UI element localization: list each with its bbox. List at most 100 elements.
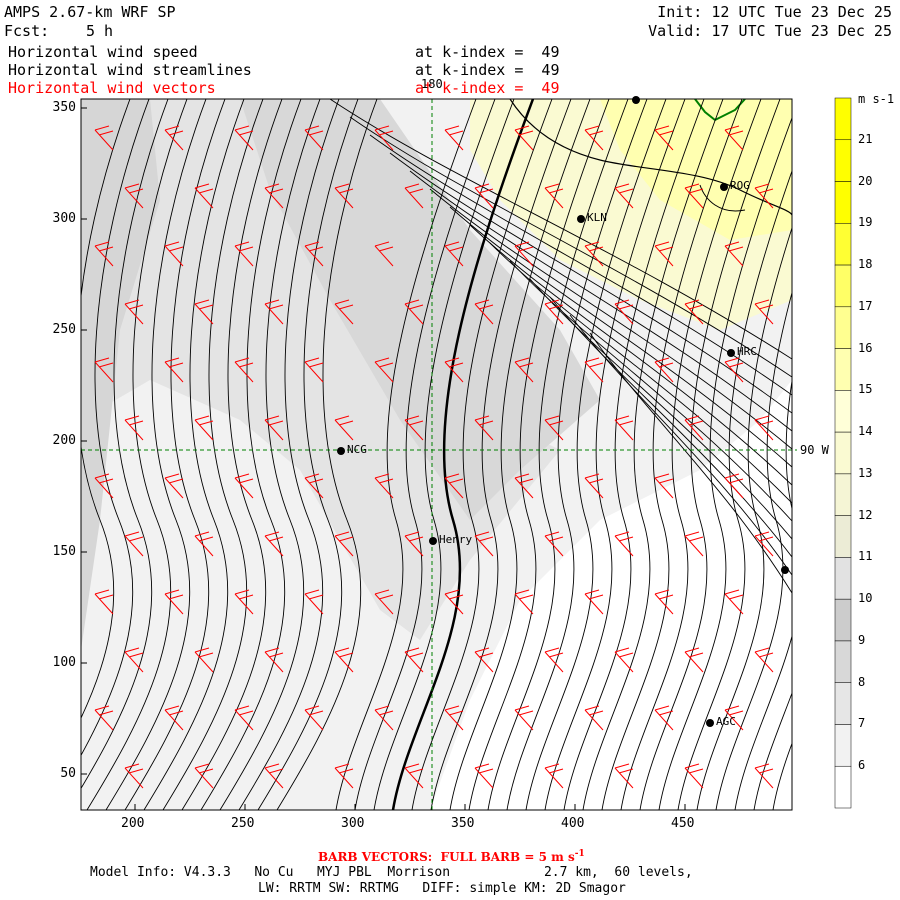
- station-label-kln: KLN: [587, 211, 607, 224]
- streamline: [181, 99, 283, 810]
- colorbar-swatch: [834, 724, 852, 767]
- colorbar-unit: m s-1: [858, 92, 895, 106]
- wind-barb: [654, 473, 674, 499]
- streamline: [162, 99, 264, 810]
- wind-barb: [194, 763, 214, 789]
- coastline-2: [699, 184, 746, 212]
- wind-barb: [684, 183, 704, 209]
- wind-barb: [164, 705, 184, 731]
- wind-barb: [164, 357, 184, 383]
- station-marker-agc: [706, 719, 714, 727]
- wind-barb: [724, 705, 744, 731]
- streamline: [389, 152, 792, 414]
- streamline: [753, 691, 792, 810]
- station-label-henry: Henry: [439, 533, 473, 546]
- wind-barb: [374, 589, 394, 615]
- wind-barb: [654, 125, 674, 151]
- wind-barb: [724, 357, 744, 383]
- wind-barb: [474, 763, 494, 789]
- wind-barb: [584, 241, 604, 267]
- colorbar-level-label: 10: [858, 591, 873, 606]
- station-label-hrc: HRC: [737, 345, 757, 358]
- wind-barb: [264, 299, 284, 325]
- colorbar-swatch: [834, 97, 852, 141]
- speed-colorbar: [834, 97, 852, 809]
- streamline: [589, 332, 792, 594]
- wind-barb: [124, 299, 144, 325]
- wind-barb: [614, 415, 634, 441]
- streamline: [86, 99, 188, 810]
- streamline: [469, 224, 792, 486]
- colorbar-swatch: [834, 264, 852, 308]
- streamline: [601, 99, 743, 810]
- station-label-rog: ROG: [730, 179, 750, 192]
- streamline: [276, 99, 378, 810]
- colorbar-swatch: [834, 139, 852, 182]
- wind-barb: [124, 415, 144, 441]
- field-level-vectors: at k-index = 49: [415, 79, 560, 97]
- wind-barb: [304, 705, 324, 731]
- wind-barb: [444, 357, 464, 383]
- wind-barb: [124, 647, 144, 673]
- colorbar-swatch: [834, 598, 852, 642]
- wind-barb: [94, 705, 114, 731]
- wind-barb: [374, 357, 394, 383]
- wind-barb: [684, 299, 704, 325]
- streamline: [354, 99, 496, 810]
- colorbar-swatch: [834, 390, 852, 433]
- wind-barb: [614, 299, 634, 325]
- wind-barb: [614, 647, 634, 673]
- plot-frame: [80, 98, 793, 811]
- wind-barb: [124, 531, 144, 557]
- wind-barb: [94, 589, 114, 615]
- wind-barb: [334, 531, 354, 557]
- field-name-speed: Horizontal wind speed: [8, 43, 198, 61]
- streamline: [544, 99, 686, 810]
- wind-barb: [614, 183, 634, 209]
- speed-shade-yellow2: [600, 99, 792, 240]
- wind-barb: [754, 531, 774, 557]
- wind-barb: [404, 763, 424, 789]
- wind-barb: [544, 415, 564, 441]
- wind-barb: [234, 589, 254, 615]
- valid-time: Valid: 17 UTC Tue 23 Dec 25: [648, 22, 892, 40]
- wind-barb: [264, 647, 284, 673]
- field-level-streamlines: at k-index = 49: [415, 61, 560, 79]
- streamline: [349, 116, 792, 378]
- wind-barb: [724, 473, 744, 499]
- wind-barb: [514, 125, 534, 151]
- wind-barb: [514, 357, 534, 383]
- wind-barb: [544, 531, 564, 557]
- wind-barb: [234, 473, 254, 499]
- wind-barb: [584, 473, 604, 499]
- streamline: [677, 169, 792, 810]
- wind-barb: [444, 473, 464, 499]
- x-tick-label: 200: [121, 816, 145, 831]
- wind-barb: [374, 705, 394, 731]
- streamline: [582, 99, 724, 810]
- streamline: [429, 188, 792, 450]
- wind-barb: [264, 415, 284, 441]
- station-marker-rog: [720, 183, 728, 191]
- wind-barb: [474, 531, 494, 557]
- parallel-label: 90 W: [800, 443, 829, 457]
- streamline: [658, 116, 792, 810]
- wind-barb: [544, 763, 564, 789]
- wind-barb: [194, 531, 214, 557]
- wind-barb: [304, 473, 324, 499]
- wind-barb: [584, 357, 604, 383]
- wind-barb: [404, 647, 424, 673]
- wind-barb: [614, 531, 634, 557]
- streamline: [549, 296, 792, 558]
- wind-barb: [654, 589, 674, 615]
- colorbar-level-label: 8: [858, 674, 866, 689]
- wind-barb: [404, 183, 424, 209]
- wind-barb: [684, 763, 704, 789]
- wind-barb: [684, 647, 704, 673]
- wind-barb: [544, 183, 564, 209]
- wind-barb: [444, 125, 464, 151]
- colorbar-swatch: [834, 515, 852, 558]
- streamline: [563, 99, 705, 810]
- wind-barb: [264, 183, 284, 209]
